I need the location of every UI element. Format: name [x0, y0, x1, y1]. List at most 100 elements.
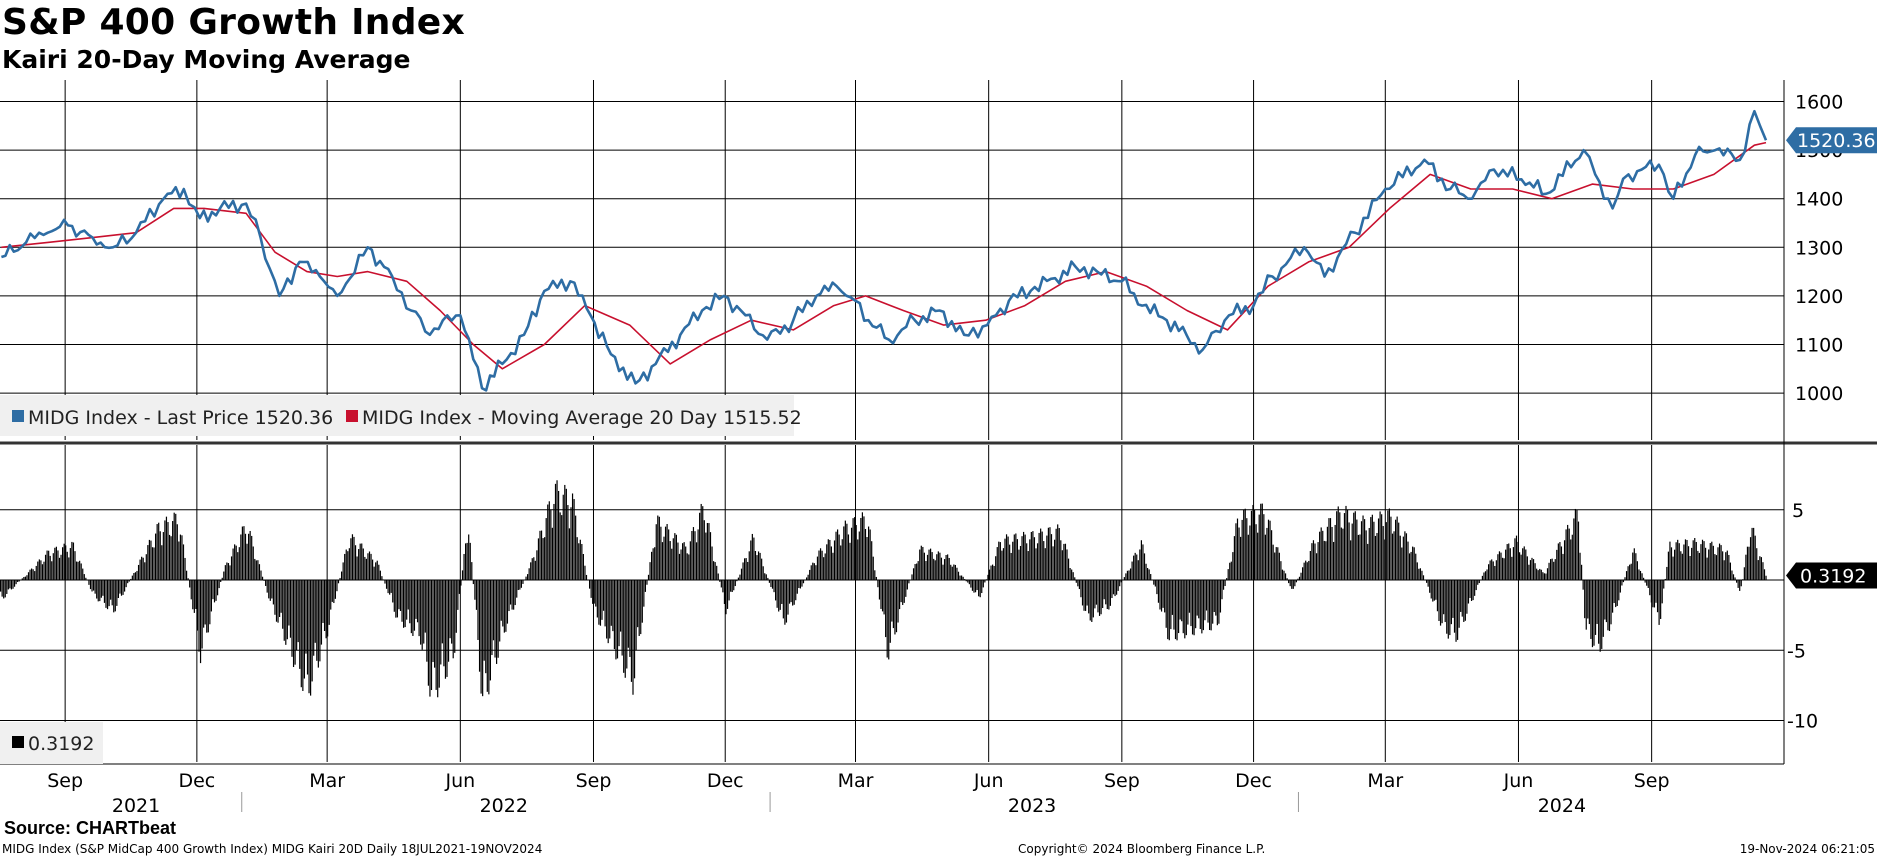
kairi-bar — [547, 504, 549, 580]
kairi-bar — [649, 562, 651, 580]
kairi-bar — [1035, 548, 1037, 580]
kairi-bar — [1709, 543, 1711, 580]
kairi-bar — [492, 580, 495, 641]
kairi-bar — [1089, 580, 1091, 621]
kairi-bar — [953, 564, 955, 580]
kairi-bar — [1142, 544, 1144, 580]
kairi-bar — [1416, 562, 1418, 580]
kairi-bar — [1405, 533, 1408, 580]
kairi-bar — [1339, 512, 1341, 580]
kairi-bar — [1119, 580, 1121, 587]
kairi-bar — [537, 538, 540, 580]
kairi-bar — [260, 570, 262, 580]
kairi-bar — [509, 580, 512, 605]
kairi-bar — [1401, 547, 1403, 580]
kairi-bar — [993, 565, 995, 580]
kairi-bar — [776, 580, 778, 608]
kairi-bar — [1238, 527, 1240, 580]
kairi-bar — [282, 580, 284, 629]
kairi-bar — [1019, 545, 1022, 580]
kairi-bar — [827, 539, 829, 580]
kairi-bar — [1509, 548, 1511, 580]
last-value-tags: 1520.36 0.3192 — [1786, 127, 1877, 589]
kairi-bar — [148, 539, 150, 580]
kairi-bar — [1463, 580, 1465, 622]
kairi-bar — [833, 540, 836, 580]
kairi-bar — [996, 547, 998, 580]
kairi-bar — [1705, 547, 1707, 580]
kairi-bar — [274, 580, 276, 615]
kairi-bar — [399, 580, 402, 611]
kairi-bar — [1433, 580, 1435, 601]
kairi-bar — [1692, 540, 1694, 580]
last-price-value: 1520.36 — [1797, 130, 1876, 152]
kairi-bar — [111, 580, 113, 606]
kairi-bar — [717, 573, 719, 580]
kairi-bar — [370, 553, 372, 580]
kairi-legend[interactable]: 0.3192 — [0, 722, 103, 764]
kairi-bar — [1622, 580, 1625, 583]
kairi-bar — [3, 580, 5, 599]
kairi-bar — [1382, 526, 1384, 580]
kairi-bar — [1126, 570, 1129, 580]
kairi-bar — [711, 546, 713, 580]
kairi-bar — [1661, 580, 1663, 604]
kairi-bar — [1281, 569, 1284, 580]
kairi-bar — [275, 580, 278, 622]
kairi-bar — [272, 580, 274, 605]
kairi-bar — [525, 576, 527, 580]
kairi-bar — [703, 520, 705, 580]
kairi-bar — [604, 580, 606, 627]
kairi-bar — [610, 580, 612, 626]
kairi-bar — [1601, 580, 1603, 649]
kairi-bar — [1261, 503, 1263, 580]
price-legend[interactable]: MIDG Index - Last Price 1520.36 MIDG Ind… — [0, 395, 802, 436]
kairi-bar — [722, 580, 724, 593]
kairi-bar — [41, 564, 44, 580]
kairi-bar — [1190, 580, 1192, 627]
kairi-bar — [1484, 571, 1487, 580]
kairi-bar — [1075, 580, 1077, 583]
kairi-bar — [714, 562, 716, 580]
kairi-bar — [1013, 534, 1015, 580]
kairi-bar — [255, 560, 257, 580]
kairi-bar — [168, 534, 171, 580]
kairi-bar — [739, 574, 741, 580]
kairi-bar — [1573, 518, 1575, 580]
kairi-bar — [1650, 580, 1652, 603]
kairi-bar — [832, 552, 834, 580]
kairi-bar — [286, 580, 288, 640]
kairi-bar — [1554, 559, 1556, 580]
kairi-bar — [668, 529, 670, 580]
kairi-bar — [987, 574, 989, 580]
kairi-bar — [1055, 528, 1057, 580]
kairi-bar — [1599, 580, 1601, 652]
kairi-bar — [137, 564, 140, 580]
kairi-bar — [1706, 557, 1708, 580]
kairi-bar — [421, 580, 423, 650]
kairi-bar — [1415, 553, 1417, 580]
kairi-bar — [52, 553, 54, 580]
kairi-bar — [317, 580, 319, 668]
kairi-bar — [793, 580, 795, 605]
kairi-bar — [227, 563, 230, 580]
kairi-bar — [970, 580, 972, 588]
kairi-bar — [1483, 572, 1485, 580]
kairi-bar — [1667, 551, 1669, 580]
kairi-bar — [1222, 580, 1225, 590]
kairi-bar — [223, 571, 225, 580]
kairi-bar — [1340, 527, 1342, 580]
kairi-bar — [1616, 580, 1618, 606]
kairi-bar — [395, 580, 397, 618]
kairi-bar — [232, 548, 234, 580]
kairi-bar — [249, 530, 251, 580]
kairi-bar — [196, 580, 199, 631]
kairi-bar — [559, 512, 561, 580]
kairi-bar — [7, 580, 9, 590]
kairi-bar — [331, 580, 333, 602]
kairi-bar — [641, 580, 643, 623]
kairi-bar — [1160, 580, 1163, 612]
kairi-bar — [705, 532, 707, 580]
kairi-bar — [1571, 534, 1573, 580]
kairi-bar — [1740, 580, 1742, 587]
